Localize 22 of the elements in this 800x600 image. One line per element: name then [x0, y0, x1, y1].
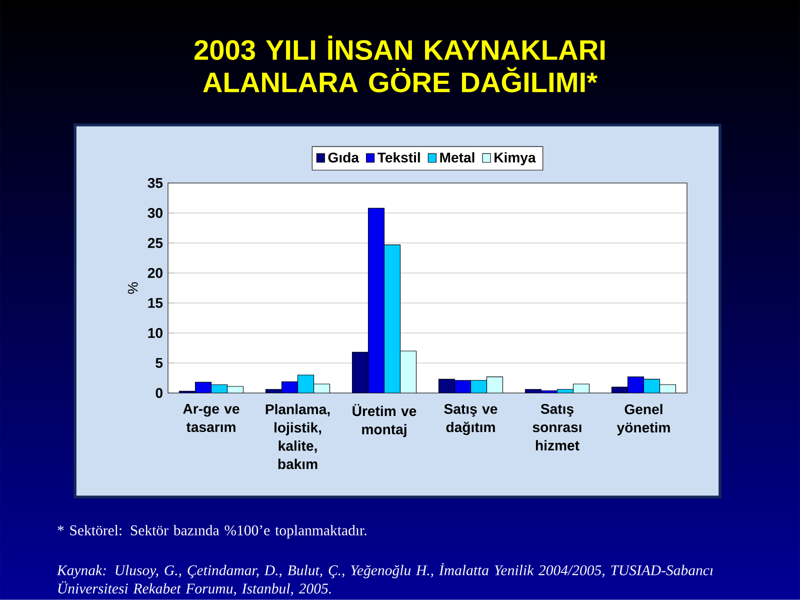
legend-label: Metal — [440, 152, 474, 162]
x-tick-label: Satış sonrası hizmet — [532, 404, 582, 450]
y-tick-label: 10 — [148, 328, 162, 338]
text: Kaynak: Ulusoy, G., Çetindamar, D., Bulut, Ç., Yeğenoğlu H., İmalatta Yenilik 2004/2005, TUSIAD-Sabancı Üniversitesi Rekabet Forumu, Istanbul, 2005. — [56, 562, 713, 596]
x-tick-label: Üretim ve montaj — [352, 404, 416, 437]
y-tick-label: 30 — [148, 208, 162, 218]
chart-title: 2003 YILI İNSAN KAYNAKLARI ALANLARA GÖRE DAĞILIMI* — [194, 35, 605, 92]
x-tick-label: Genel yönetim — [616, 404, 670, 436]
y-axis-title: % — [128, 282, 138, 294]
x-tick-label: Ar-ge ve tasarım — [183, 404, 240, 432]
x-tick-label: Planlama, lojistik, kalite, bakım — [266, 404, 330, 469]
y-tick-label: 15 — [148, 298, 163, 308]
legend-label: Tekstil — [378, 152, 420, 162]
y-tick-label: 35 — [148, 178, 163, 188]
x-tick-label: Satış ve dağıtım — [444, 404, 498, 435]
legend-label: Gıda — [328, 152, 360, 162]
y-tick-label: 0 — [156, 388, 162, 398]
text: * Sektörel: Sektör bazında %100’e toplanmaktadır. — [58, 524, 366, 538]
y-tick-label: 25 — [148, 238, 163, 248]
legend-label: Kimya — [494, 152, 536, 166]
y-tick-label: 5 — [156, 358, 163, 368]
y-tick-label: 20 — [148, 268, 162, 278]
